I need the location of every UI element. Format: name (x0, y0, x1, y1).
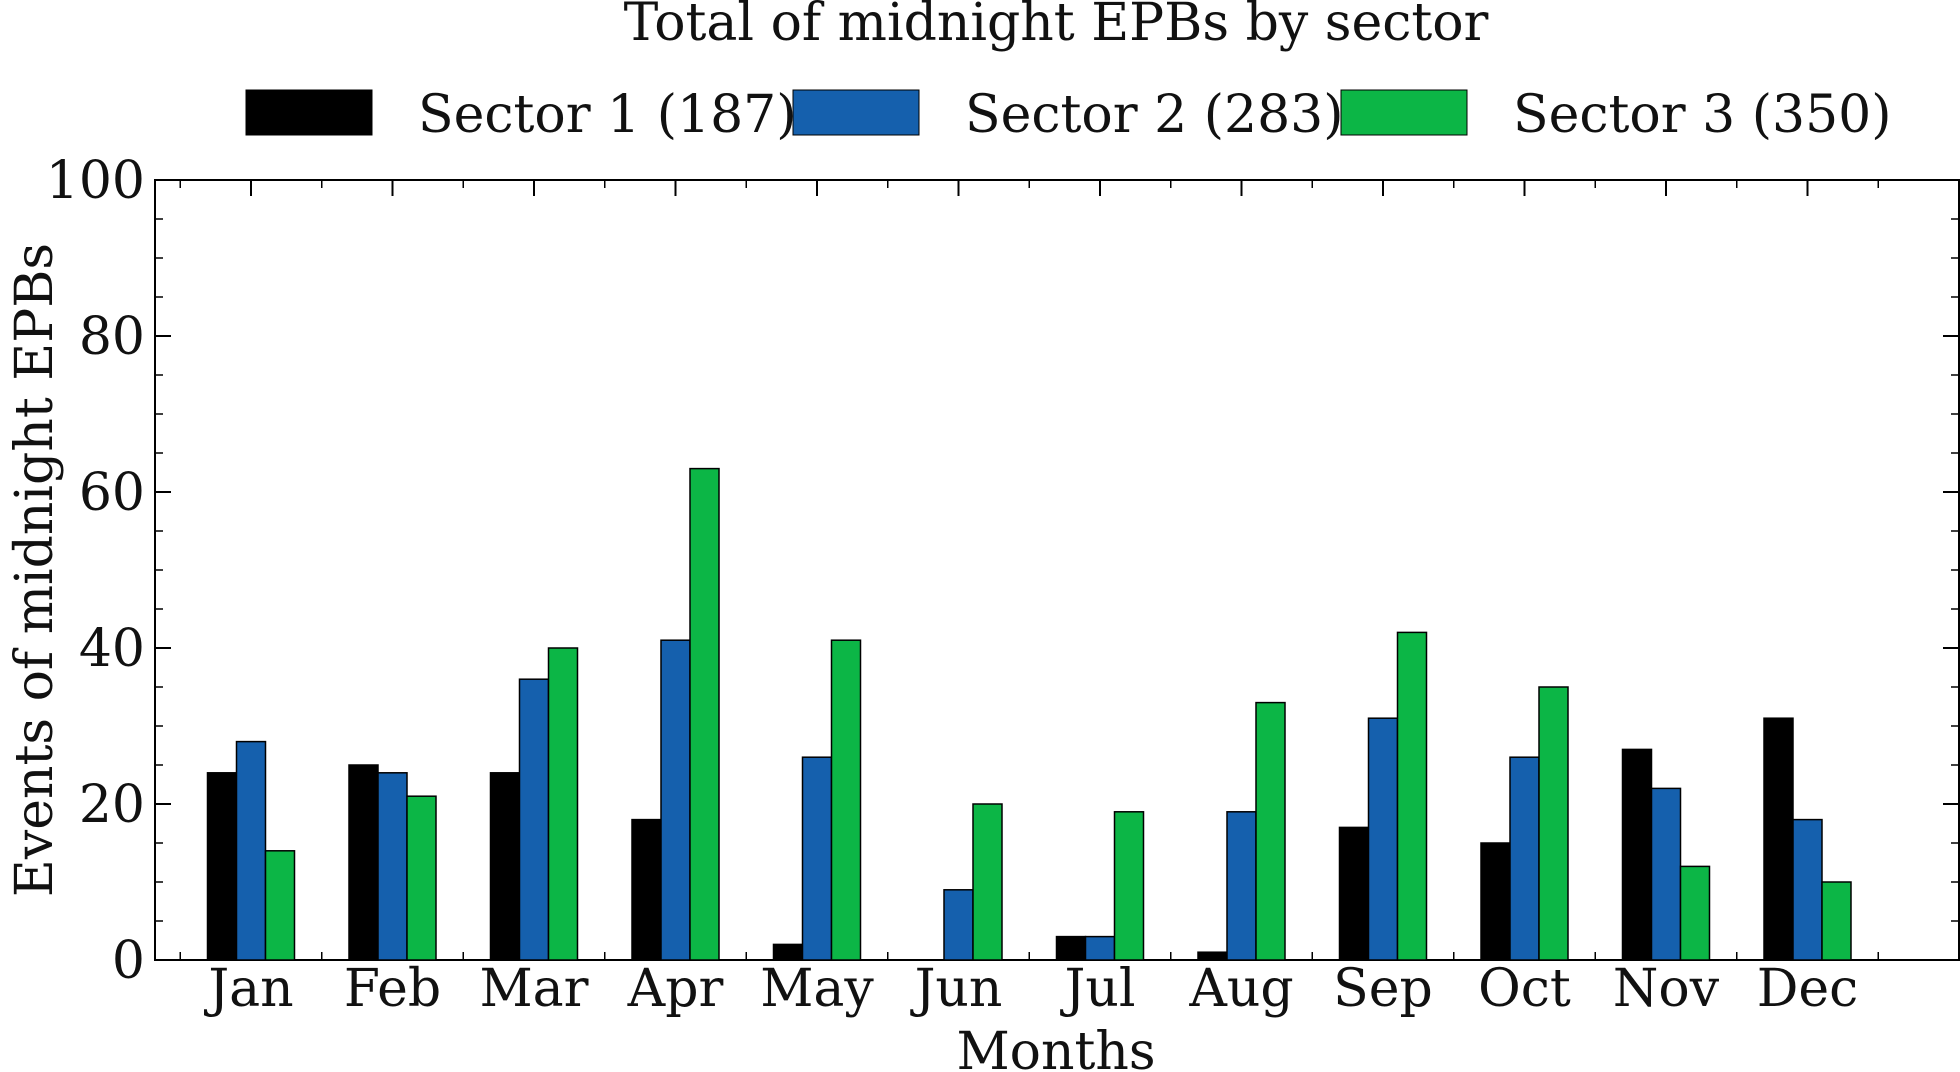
bar-8-0 (1338, 826, 1370, 961)
legend-swatch (245, 89, 373, 136)
chart-title: Total of midnight EPBs by sector (624, 0, 1489, 53)
y-tick-label: 80 (79, 307, 145, 367)
bar-4-0 (772, 943, 804, 961)
bar-1-1 (377, 772, 408, 961)
bar-8-2 (1396, 631, 1428, 961)
bar-11-1 (1792, 818, 1823, 961)
bar-11-2 (1821, 881, 1852, 961)
y-axis: 0 20 40 60 80 100 (46, 151, 1959, 991)
bar-3-2 (689, 467, 720, 961)
bar-2-1 (518, 678, 550, 961)
bar-2-0 (489, 772, 521, 961)
bar-6-0 (1055, 935, 1087, 961)
x-tick-label: Apr (627, 959, 724, 1019)
y-tick-label: 100 (46, 151, 145, 211)
bar-10-2 (1679, 865, 1711, 961)
bar-0-1 (235, 740, 267, 961)
bar-9-2 (1538, 686, 1569, 961)
x-tick-label: Oct (1478, 959, 1571, 1019)
bar-5-2 (972, 803, 1003, 961)
bar-3-0 (631, 818, 662, 961)
bar-4-1 (801, 756, 833, 961)
x-tick-label: Jul (1060, 959, 1136, 1019)
y-axis-label: Events of midnight EPBs (5, 243, 65, 897)
bar-10-1 (1650, 787, 1682, 961)
legend-swatch (1340, 89, 1468, 136)
y-tick-label: 60 (79, 463, 145, 523)
bar-8-1 (1367, 717, 1399, 961)
bar-6-1 (1084, 935, 1116, 961)
bar-7-1 (1226, 811, 1257, 961)
x-axis-label: Months (956, 1022, 1155, 1072)
y-tick-label: 20 (79, 775, 145, 835)
bar-10-0 (1621, 748, 1653, 961)
legend: Sector 1 (187) Sector 2 (283) Sector 3 (35… (245, 85, 1892, 145)
legend-swatch (792, 89, 920, 136)
x-tick-label: Nov (1613, 959, 1720, 1019)
bar-9-0 (1480, 842, 1511, 961)
bar-7-2 (1255, 701, 1286, 961)
bar-4-2 (830, 639, 862, 961)
x-tick-label: Feb (344, 959, 441, 1019)
legend-label: Sector 3 (350) (1513, 85, 1892, 145)
bar-7-0 (1197, 951, 1228, 961)
bar-11-0 (1763, 717, 1794, 961)
legend-label: Sector 2 (283) (965, 85, 1344, 145)
y-tick-label: 0 (112, 931, 145, 991)
bar-6-2 (1113, 811, 1145, 961)
legend-label: Sector 1 (187) (418, 85, 797, 145)
x-tick-label: Jan (203, 959, 293, 1019)
x-tick-label: Aug (1188, 959, 1293, 1019)
x-tick-label: Jun (910, 959, 1003, 1019)
bar-3-1 (660, 639, 691, 961)
x-tick-label: May (760, 959, 874, 1019)
bar-5-1 (943, 889, 974, 961)
bar-1-2 (406, 795, 437, 961)
bar-9-1 (1509, 756, 1540, 961)
bar-0-2 (264, 850, 296, 961)
y-tick-label: 40 (79, 619, 145, 679)
bar-2-2 (547, 647, 579, 961)
bar-0-0 (206, 772, 238, 961)
bar-1-0 (348, 764, 379, 961)
x-tick-label: Mar (479, 959, 588, 1019)
x-tick-label: Sep (1333, 959, 1433, 1019)
bars (206, 467, 1852, 961)
x-tick-label: Dec (1757, 959, 1859, 1019)
x-axis: Jan Feb Mar Apr May Jun Jul Aug Sep Oct Nov Dec (179, 180, 1879, 1019)
